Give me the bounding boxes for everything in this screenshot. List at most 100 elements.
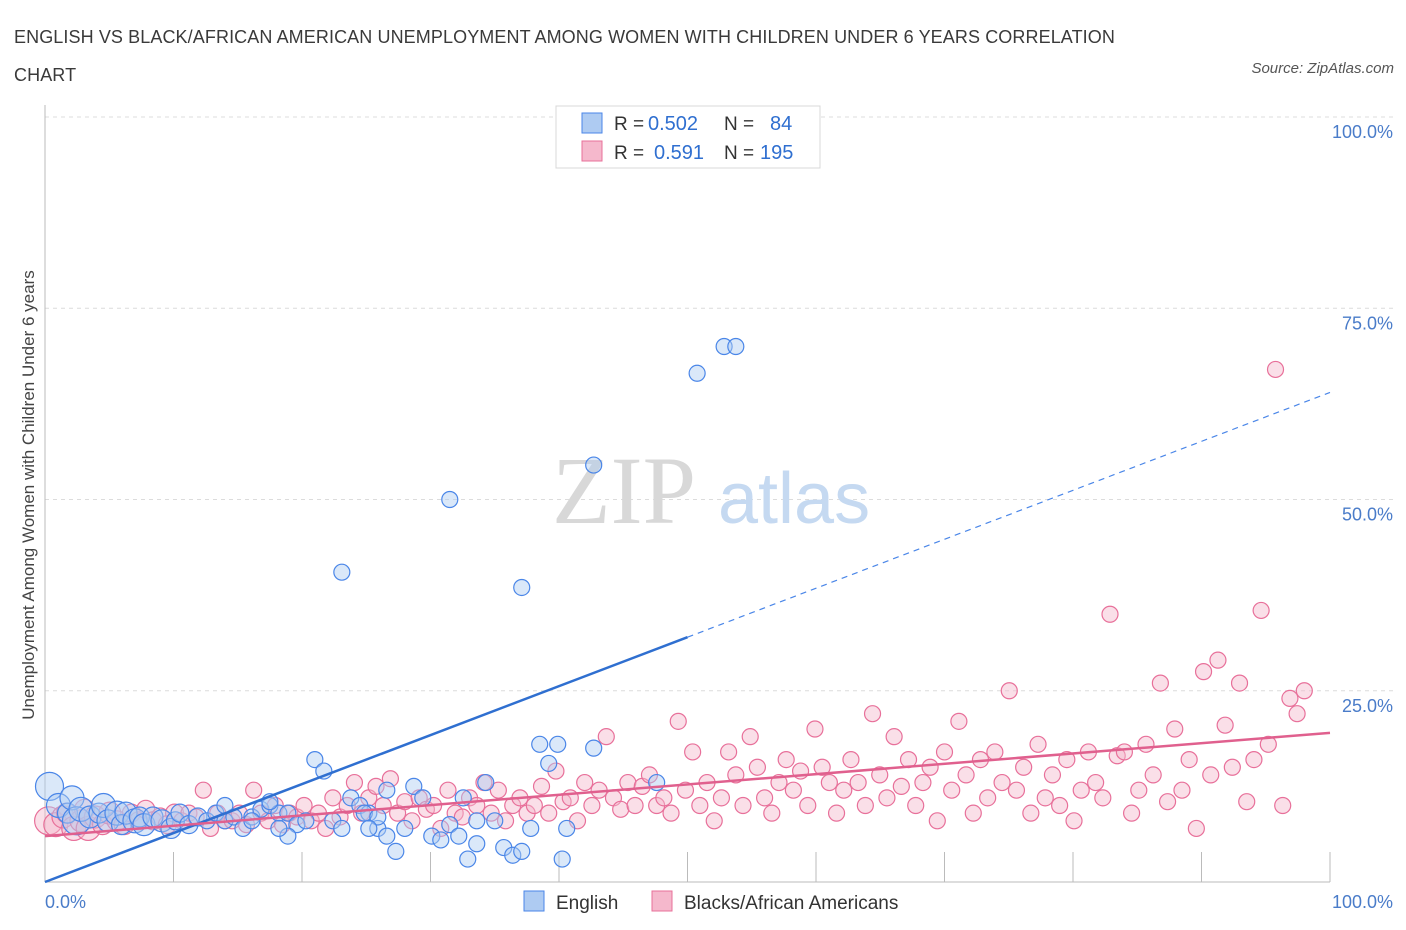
black-point-115 — [856, 796, 874, 815]
english-point-49 — [414, 789, 432, 807]
black-point-161 — [1187, 819, 1205, 838]
black-point-169 — [1245, 750, 1263, 769]
legend-n-value-black: 195 — [760, 142, 793, 164]
black-point-155 — [1144, 766, 1162, 784]
black-point-96 — [720, 743, 738, 761]
english-point-37 — [306, 750, 324, 769]
english-regression-line — [44, 636, 688, 884]
black-point-128 — [950, 712, 968, 730]
english-point-46 — [387, 842, 405, 861]
black-point-102 — [763, 804, 781, 822]
english-point-51 — [432, 831, 450, 849]
black-point-116 — [863, 705, 882, 723]
series-black-points — [33, 360, 1313, 842]
black-point-41 — [324, 789, 342, 807]
black-point-88 — [662, 804, 680, 822]
black-point-79 — [597, 728, 615, 746]
english-point-45 — [378, 827, 396, 845]
watermark: ZIP atlas — [552, 437, 870, 544]
black-point-141 — [1043, 766, 1062, 784]
x-ticks — [173, 852, 1331, 882]
black-point-23 — [194, 781, 212, 799]
legend-n-value-english: 84 — [770, 113, 792, 135]
english-point-7 — [88, 802, 110, 824]
black-regression-line — [44, 731, 1331, 838]
black-point-44 — [345, 773, 364, 792]
english-point-5 — [68, 796, 94, 822]
regression-lines — [44, 391, 1331, 884]
english-point-52 — [441, 816, 459, 834]
english-point-72 — [360, 819, 378, 838]
black-point-148 — [1094, 789, 1112, 807]
english-point-48 — [405, 777, 423, 795]
black-point-64 — [489, 781, 507, 799]
black-point-162 — [1194, 663, 1213, 681]
black-point-117 — [871, 766, 889, 784]
english-point-63 — [540, 754, 558, 773]
black-point-120 — [892, 777, 910, 795]
english-point-74 — [441, 490, 459, 509]
black-point-95 — [712, 789, 731, 807]
black-point-171 — [1259, 735, 1277, 753]
black-point-137 — [1015, 758, 1033, 776]
black-point-170 — [1252, 601, 1270, 620]
english-point-8 — [90, 792, 117, 819]
black-point-71 — [540, 804, 558, 822]
black-point-160 — [1180, 750, 1198, 769]
chart-title: ENGLISH VS BLACK/AFRICAN AMERICAN UNEMPL… — [14, 27, 1115, 85]
black-point-119 — [885, 728, 903, 746]
x-tick-label-0: 0.0% — [45, 892, 86, 912]
black-point-118 — [878, 789, 896, 807]
black-point-132 — [979, 789, 997, 807]
black-point-114 — [849, 773, 867, 792]
english-point-53 — [450, 827, 468, 845]
black-point-144 — [1065, 812, 1083, 830]
english-point-56 — [477, 773, 495, 792]
legend-r-label-english: R = — [614, 114, 644, 135]
black-point-143 — [1058, 750, 1076, 769]
black-point-123 — [914, 773, 932, 792]
black-point-92 — [691, 796, 709, 815]
black-point-165 — [1216, 716, 1234, 734]
watermark-atlas: atlas — [718, 459, 870, 539]
x-tick-label-100: 100.0% — [1332, 892, 1393, 912]
black-point-174 — [1281, 689, 1299, 708]
black-point-164 — [1209, 651, 1227, 669]
black-point-151 — [1115, 743, 1134, 761]
black-point-157 — [1158, 793, 1177, 811]
legend-r-label-black: R = — [614, 143, 644, 164]
black-point-37 — [295, 796, 313, 815]
bottom-legend-swatch-black — [651, 890, 673, 912]
english-point-73 — [333, 563, 351, 581]
y-tick-labels: 100.0% 75.0% 50.0% 25.0% — [1332, 122, 1393, 716]
black-point-89 — [669, 712, 687, 730]
black-point-158 — [1166, 720, 1184, 738]
black-point-135 — [1000, 682, 1018, 700]
black-point-70 — [532, 777, 551, 795]
black-point-163 — [1202, 766, 1220, 784]
black-point-133 — [986, 743, 1004, 761]
legend-swatch-black — [581, 140, 603, 162]
black-point-124 — [921, 758, 939, 776]
english-point-79 — [727, 337, 745, 356]
black-point-30 — [245, 781, 263, 799]
english-point-61 — [522, 819, 540, 838]
black-point-94 — [705, 812, 723, 830]
black-point-83 — [626, 796, 644, 815]
bottom-legend-label-english: English — [556, 893, 618, 914]
black-point-168 — [1238, 793, 1256, 811]
black-point-91 — [684, 743, 702, 761]
black-point-149 — [1101, 605, 1119, 623]
english-point-54 — [459, 850, 477, 868]
black-point-122 — [907, 796, 925, 815]
english-point-60 — [513, 842, 531, 861]
english-point-34 — [297, 812, 315, 830]
english-point-50 — [423, 827, 441, 845]
english-point-65 — [553, 850, 571, 868]
black-point-145 — [1072, 781, 1090, 799]
black-point-142 — [1051, 796, 1069, 815]
black-point-159 — [1173, 781, 1191, 799]
english-point-47 — [396, 819, 414, 838]
english-point-59 — [504, 846, 522, 864]
